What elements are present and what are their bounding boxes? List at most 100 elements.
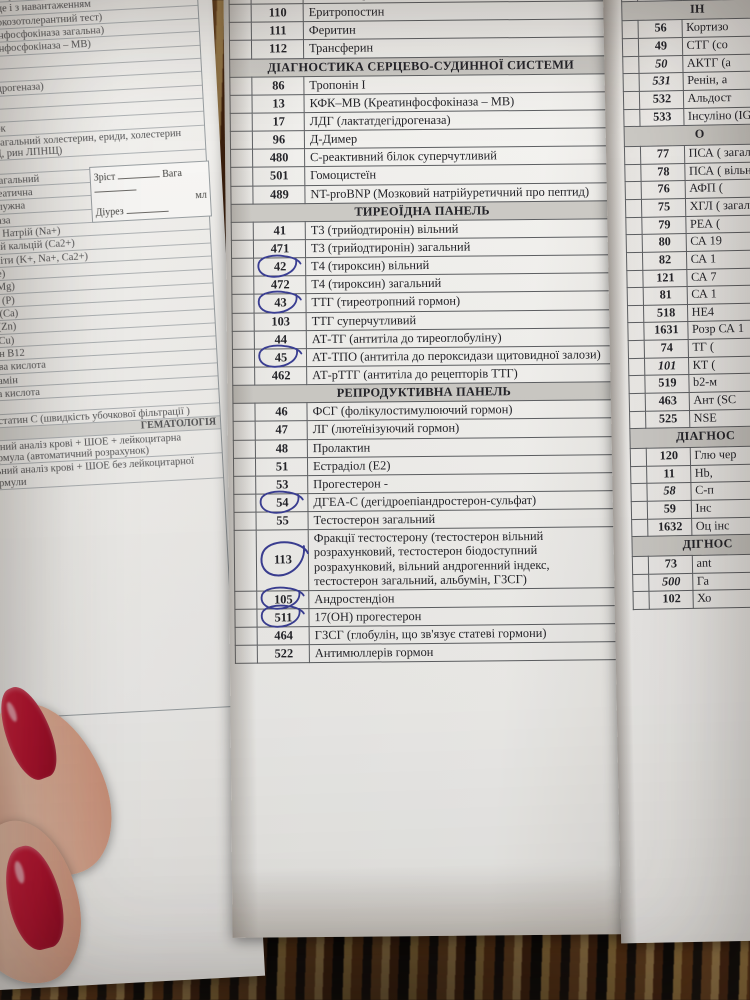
table-row[interactable]: 81 СА 1 bbox=[627, 284, 750, 306]
section-header-row: ІН bbox=[621, 0, 750, 21]
test-code-cell: 500 bbox=[648, 573, 693, 592]
table-row[interactable]: 113 Фракції тестостерону (тестостерон віл… bbox=[234, 526, 616, 592]
height-blank[interactable] bbox=[117, 168, 160, 180]
test-code-cell: 464 bbox=[257, 626, 310, 646]
table-row[interactable]: 1631 Розр СА 1 bbox=[627, 320, 750, 341]
selection-checkbox-cell[interactable] bbox=[624, 146, 642, 165]
test-code: 53 bbox=[275, 477, 289, 492]
table-row[interactable]: 78 ПСА ( вільни bbox=[624, 161, 750, 182]
test-code-cell: 45 bbox=[254, 345, 307, 369]
selection-checkbox-cell[interactable] bbox=[626, 269, 644, 288]
selection-checkbox-cell[interactable] bbox=[622, 20, 639, 39]
table-row[interactable]: 522 Антимюллерів гормон bbox=[235, 641, 617, 664]
selection-checkbox-cell[interactable] bbox=[630, 448, 647, 467]
table-row[interactable]: 75 ХГЛ ( загальн bbox=[625, 196, 750, 218]
test-code-cell: 77 bbox=[640, 145, 685, 164]
selection-checkbox-cell[interactable] bbox=[623, 91, 641, 110]
test-name-cell: ПСА ( загальн bbox=[683, 143, 750, 164]
test-name-cell: СА 1 bbox=[686, 284, 750, 305]
table-row[interactable]: 121 СА 7 bbox=[626, 267, 750, 288]
test-code-cell: 11 bbox=[646, 465, 691, 484]
table-row[interactable]: 1632 Оц інс bbox=[631, 516, 750, 537]
selection-checkbox-cell[interactable] bbox=[624, 163, 642, 182]
table-row[interactable]: 77 ПСА ( загальн bbox=[624, 143, 750, 165]
weight-blank[interactable] bbox=[94, 181, 137, 193]
diuresis-label: Діурез bbox=[95, 206, 125, 219]
selection-checkbox-cell[interactable] bbox=[632, 591, 650, 610]
table-row[interactable]: 525 NSE bbox=[629, 408, 750, 430]
selection-checkbox-cell[interactable] bbox=[627, 287, 644, 306]
selection-checkbox-cell[interactable] bbox=[623, 108, 641, 127]
test-code-cell: 111 bbox=[251, 21, 304, 41]
table-row[interactable]: 531 Ренін, а bbox=[623, 71, 750, 92]
selection-checkbox-cell[interactable] bbox=[627, 305, 645, 324]
selection-checkbox-cell[interactable] bbox=[622, 38, 640, 57]
test-name-cell: Кортизо bbox=[681, 18, 750, 38]
table-row[interactable]: 102 Хо bbox=[632, 588, 750, 610]
selection-checkbox-cell[interactable] bbox=[630, 466, 648, 484]
test-code: 501 bbox=[269, 168, 289, 183]
test-code: 86 bbox=[272, 78, 285, 93]
table-row[interactable]: 74 ТГ ( bbox=[628, 337, 750, 359]
selection-checkbox-cell[interactable] bbox=[632, 556, 649, 575]
selection-checkbox-cell[interactable] bbox=[631, 501, 648, 520]
test-name-cell: Ренін, а bbox=[682, 71, 750, 91]
selection-checkbox-cell[interactable] bbox=[631, 518, 649, 537]
test-code: 17 bbox=[272, 114, 285, 129]
test-name-cell: Альдост bbox=[682, 88, 750, 109]
selection-checkbox-cell[interactable] bbox=[625, 216, 643, 235]
test-code-cell: 55 bbox=[255, 511, 309, 531]
test-name-cell: РЕА ( bbox=[685, 214, 750, 234]
test-name-cell: ТГ ( bbox=[687, 337, 750, 358]
test-code-cell: 80 bbox=[642, 233, 687, 253]
table-row[interactable]: 50 АКТГ (а bbox=[622, 53, 750, 74]
table-row[interactable]: 80 СА 19 bbox=[626, 231, 750, 253]
table-row[interactable]: 101 КТ ( bbox=[628, 355, 750, 377]
table-row[interactable]: 518 HE4 bbox=[627, 302, 750, 324]
test-code: 51 bbox=[275, 458, 289, 474]
table-row[interactable]: 532 Альдост bbox=[623, 88, 750, 110]
table-row[interactable]: 73 ant bbox=[632, 553, 750, 575]
left-page-table: -глутаматтрансферптдесерце і з навантаже… bbox=[0, 0, 237, 720]
test-code-cell: 41 bbox=[253, 221, 306, 241]
table-row[interactable]: 79 РЕА ( bbox=[625, 214, 750, 235]
selection-checkbox-cell[interactable] bbox=[626, 252, 644, 271]
diuresis-blank[interactable] bbox=[125, 202, 169, 215]
selection-checkbox-cell[interactable] bbox=[629, 393, 646, 412]
selection-checkbox-cell[interactable] bbox=[625, 181, 642, 200]
selection-checkbox-cell[interactable] bbox=[627, 322, 645, 341]
selection-checkbox-cell[interactable] bbox=[630, 483, 648, 502]
table-row[interactable]: 76 АФП ( bbox=[625, 178, 750, 200]
table-row[interactable]: 519 b2-м bbox=[628, 373, 750, 394]
test-code-cell: 1631 bbox=[644, 321, 688, 341]
table-row[interactable]: 463 Ант (SC bbox=[629, 390, 750, 412]
test-code-cell: 54 bbox=[255, 490, 308, 514]
table-row[interactable]: 59 Інс bbox=[631, 498, 750, 520]
table-row[interactable]: 82 СА 1 bbox=[626, 249, 750, 271]
test-code-cell: 58 bbox=[647, 482, 691, 502]
selection-checkbox-cell[interactable] bbox=[629, 411, 647, 430]
selection-checkbox-cell[interactable] bbox=[628, 358, 646, 377]
selection-checkbox-cell[interactable] bbox=[625, 199, 643, 218]
table-row[interactable]: 58 С-п bbox=[630, 481, 750, 502]
selection-checkbox-cell[interactable] bbox=[623, 73, 640, 92]
selection-checkbox-cell[interactable] bbox=[628, 340, 645, 359]
test-code-cell: 489 bbox=[252, 185, 306, 204]
selection-checkbox-cell[interactable] bbox=[628, 375, 646, 394]
table-row[interactable]: 500 Га bbox=[632, 571, 750, 592]
selection-checkbox-cell[interactable] bbox=[632, 573, 650, 592]
selection-checkbox-cell[interactable] bbox=[622, 55, 640, 74]
table-row[interactable]: 11 Hb, bbox=[630, 463, 750, 484]
selection-checkbox-cell[interactable] bbox=[626, 234, 643, 253]
page-bottom-curl-shadow bbox=[231, 864, 629, 938]
test-name-cell: ХГЛ ( загальн bbox=[685, 196, 750, 217]
test-code-cell: 46 bbox=[254, 402, 308, 422]
test-code-cell: 73 bbox=[648, 555, 693, 574]
table-row[interactable]: 120 Глю чер bbox=[630, 445, 750, 467]
center-test-table: НЗЗЗ, коефіцієнт насичення (залізо, ЗЗЗЗ… bbox=[228, 0, 617, 664]
test-name-cell: СА 19 bbox=[685, 231, 750, 252]
test-code: 471 bbox=[270, 241, 290, 256]
test-name-cell: Розр СА 1 bbox=[687, 320, 750, 340]
unit-label: мл bbox=[195, 189, 208, 202]
table-row[interactable]: 533 Інсуліно (IGF-1, bbox=[623, 106, 750, 127]
